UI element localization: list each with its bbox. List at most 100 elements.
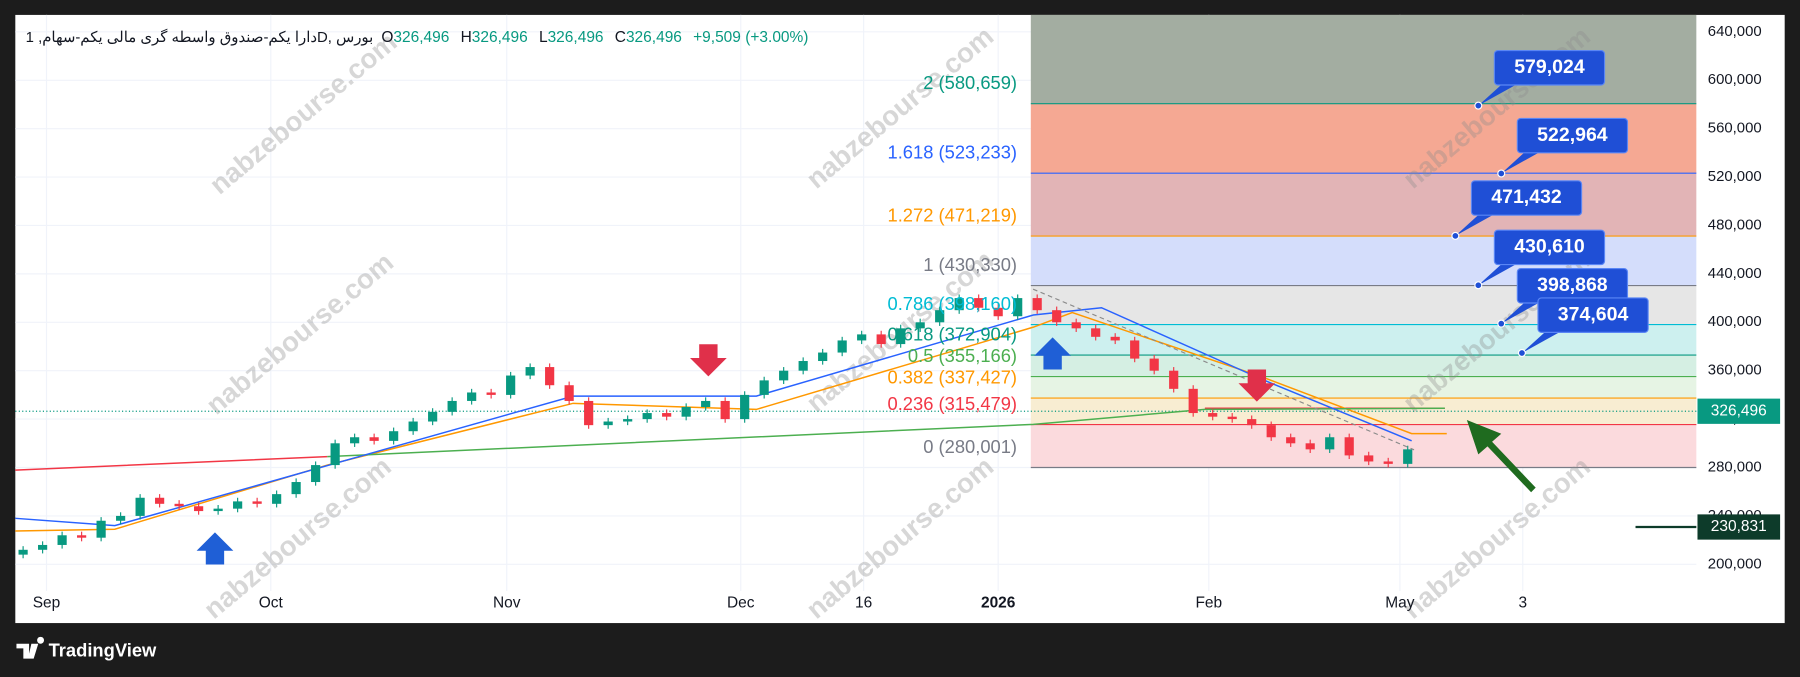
- callout-dot: [1517, 349, 1526, 358]
- last-price-tag: [1697, 398, 1781, 424]
- candle-body: [57, 535, 67, 545]
- callout-box: [1493, 49, 1606, 86]
- candle-body: [1013, 298, 1023, 317]
- candle-body: [408, 421, 418, 432]
- candle-body: [915, 322, 925, 329]
- x-tick-label: Dec: [727, 595, 755, 612]
- candle-body: [759, 380, 769, 395]
- candle-body: [798, 361, 808, 371]
- down-arrow: [690, 344, 727, 377]
- candle-body: [155, 497, 165, 504]
- ohlc-key: L: [539, 29, 548, 46]
- ohlc-key: H: [461, 29, 472, 46]
- brand-name: TradingView: [49, 640, 157, 661]
- x-tick-label: 2026: [981, 595, 1016, 612]
- candle-body: [311, 465, 321, 483]
- candle-body: [135, 497, 145, 516]
- candle-body: [720, 400, 730, 420]
- candle-body: [1247, 419, 1257, 426]
- down-arrow: [1238, 369, 1276, 402]
- callout-label: 579,024: [1514, 56, 1585, 78]
- candle-body: [369, 437, 379, 441]
- candle-body: [291, 482, 301, 495]
- candle-body: [779, 370, 789, 381]
- callout-label: 374,604: [1558, 303, 1629, 325]
- candle-body: [564, 385, 574, 401]
- callout-box: [1516, 117, 1629, 154]
- candle-body: [837, 340, 847, 353]
- callout-box: [1493, 229, 1606, 266]
- candle-body: [623, 419, 633, 422]
- candle-body: [1344, 437, 1354, 456]
- candle-body: [77, 535, 87, 538]
- candle-body: [467, 392, 477, 401]
- candle-body: [252, 501, 262, 504]
- y-tick-label: 480,000: [1708, 217, 1762, 233]
- fib-label: 0.382 (337,427): [888, 366, 1018, 387]
- candle-body: [896, 328, 906, 345]
- arrows: [196, 337, 1536, 565]
- candle-body: [1286, 437, 1296, 444]
- candle-body: [389, 431, 399, 441]
- candle-body: [1149, 358, 1159, 371]
- candle-body: [1032, 298, 1042, 311]
- y-tick-label: 400,000: [1708, 314, 1762, 330]
- candle-body: [428, 411, 438, 422]
- candle-body: [1169, 370, 1179, 389]
- ohlc-value: 326,496: [472, 29, 528, 46]
- label-layer: 200,000240,000280,000320,000360,000400,0…: [33, 24, 1781, 612]
- y-tick-label: 360,000: [1708, 363, 1762, 379]
- callout-pointer: [1521, 330, 1564, 354]
- candle-body: [96, 520, 106, 538]
- candle-body: [681, 407, 691, 417]
- ohlc-readout: O326,496 H326,496 L326,496 C326,496 +9,5…: [381, 29, 808, 46]
- fib-band: [1030, 376, 1697, 399]
- brand: TradingView: [16, 636, 157, 661]
- y-tick-label: 600,000: [1708, 72, 1762, 88]
- callout-pointer: [1478, 262, 1520, 286]
- candle-body: [935, 310, 945, 323]
- candle-body: [1383, 461, 1393, 464]
- y-tick-label: 200,000: [1708, 556, 1762, 572]
- chart-title: دارا یکم-صندوق واسطه گری مالی یکم-سهام, …: [26, 28, 374, 46]
- ohlc-key: O: [381, 29, 393, 46]
- candle-body: [857, 334, 867, 341]
- callout-pointer: [1455, 212, 1497, 236]
- callout-box: [1537, 297, 1649, 333]
- candle-body: [330, 443, 340, 466]
- candle-body: [701, 400, 711, 408]
- fib-label: 2 (580,659): [923, 72, 1017, 93]
- callout-pointer: [1478, 82, 1520, 106]
- x-tick-label: May: [1385, 595, 1415, 612]
- candle-body: [954, 298, 964, 311]
- candle-body: [1130, 340, 1140, 359]
- candle-body: [272, 494, 282, 504]
- candle-body: [38, 544, 48, 550]
- brand-logo: [16, 636, 45, 659]
- candle-body: [1052, 310, 1062, 323]
- ohlc-value: 326,496: [626, 29, 682, 46]
- candle-body: [1110, 336, 1120, 341]
- last-price-label: 326,496: [1711, 402, 1767, 419]
- x-tick-label: Nov: [493, 595, 521, 612]
- fib-label: 1.618 (523,233): [888, 141, 1018, 162]
- candle-body: [974, 298, 984, 308]
- green-arrow: [1466, 419, 1536, 493]
- fib-label: 0 (280,001): [923, 436, 1017, 457]
- x-tick-label: Oct: [259, 595, 284, 612]
- candle-body: [447, 400, 457, 412]
- callout-box: [1470, 180, 1583, 216]
- callout-label: 471,432: [1491, 186, 1562, 208]
- fib-label: 1.272 (471,219): [888, 204, 1018, 225]
- y-tick-label: 640,000: [1708, 24, 1762, 40]
- x-tick-label: Sep: [33, 595, 61, 612]
- indicator-line: [327, 407, 1445, 458]
- callout-label: 398,868: [1537, 274, 1608, 296]
- fib-band: [1030, 424, 1697, 468]
- callout-dot: [1474, 101, 1483, 110]
- candle-body: [1188, 388, 1198, 414]
- candle-body: [876, 334, 886, 345]
- candle-body: [486, 392, 496, 395]
- ohlc-key: C: [615, 29, 626, 46]
